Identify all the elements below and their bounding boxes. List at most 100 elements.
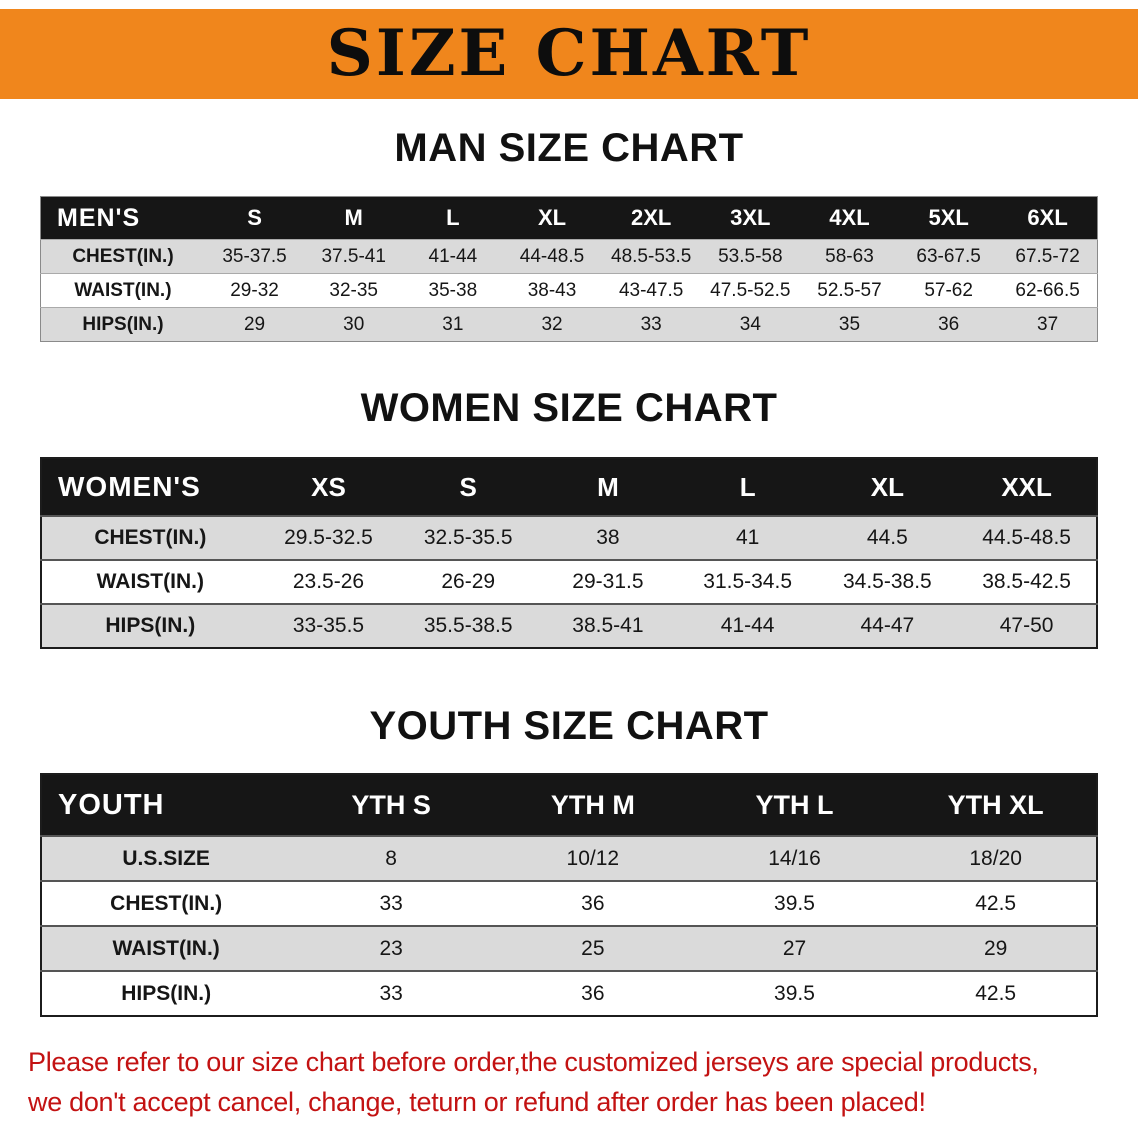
value-cell: 29 xyxy=(983,936,1008,960)
table-title-cell: MEN'S xyxy=(40,196,205,240)
size-column-header: XL xyxy=(817,458,958,516)
size-column-header: XXL xyxy=(957,458,1097,516)
value-cell: 36 xyxy=(581,891,605,915)
value-cell: 18/20 xyxy=(969,846,1022,870)
table-row: WAIST(IN.) 29-32 32-35 35-38 38-43 43-47.5 47.… xyxy=(40,273,1098,308)
size-column-header: YTH S xyxy=(290,774,492,836)
value-cell: 33 xyxy=(379,981,403,1005)
table-row: HIPS(IN.) 33-35.5 35.5-38.5 38.5-41 41-44 44-… xyxy=(41,604,1097,648)
value-cell: 62-66.5 xyxy=(1015,279,1080,301)
value-cell: 31.5-34.5 xyxy=(703,570,793,593)
value-cell: 35-37.5 xyxy=(222,245,287,267)
value-cell: 10/12 xyxy=(566,846,620,870)
men-size-table: MEN'S S M L XL 2XL 3XL 4XL 5XL 6XL CHEST(IN.) 35-37… xyxy=(40,196,1098,342)
table-row: CHEST(IN.) 35-37.5 37.5-41 41-44 44-48.5 48.5… xyxy=(40,239,1098,274)
size-column-header: YTH XL xyxy=(895,774,1097,836)
value-cell: 32 xyxy=(541,313,563,335)
disclaimer: Please refer to our size chart before or… xyxy=(0,1042,1138,1122)
value-cell: 34 xyxy=(739,313,761,335)
value-cell: 37.5-41 xyxy=(321,245,386,267)
table-row: HIPS(IN.) 33 36 39.5 42.5 xyxy=(41,971,1097,1016)
size-column-header: 4XL xyxy=(799,196,900,240)
table-row: HIPS(IN.) 29 30 31 32 33 34 35 36 37 xyxy=(40,307,1098,342)
value-cell: 38 xyxy=(596,526,620,549)
women-size-table: WOMEN'S XS S M L XL XXL CHEST(IN.) 29.5-32.5 32.5… xyxy=(40,457,1098,649)
value-cell: 35-38 xyxy=(428,279,478,301)
value-cell: 47-50 xyxy=(999,614,1054,637)
size-chart-banner: SIZE CHART xyxy=(0,9,1138,99)
value-cell: 32-35 xyxy=(329,279,378,301)
value-cell: 29-32 xyxy=(230,279,279,301)
size-column-header: S xyxy=(398,458,539,516)
value-cell: 29.5-32.5 xyxy=(284,526,373,549)
value-cell: 42.5 xyxy=(975,891,1017,915)
size-column-header: 5XL xyxy=(899,196,999,240)
value-cell: 47.5-52.5 xyxy=(710,279,791,301)
table-header-row: WOMEN'S XS S M L XL XXL xyxy=(41,458,1097,516)
value-cell: 44.5 xyxy=(866,526,908,549)
value-cell: 52.5-57 xyxy=(817,279,882,301)
row-label: HIPS(IN.) xyxy=(121,981,212,1005)
youth-section-heading: YOUTH SIZE CHART xyxy=(369,704,769,748)
row-label: WAIST(IN.) xyxy=(96,570,204,593)
value-cell: 53.5-58 xyxy=(718,245,783,267)
row-label: WAIST(IN.) xyxy=(74,279,172,301)
disclaimer-line-1: Please refer to our size chart before or… xyxy=(28,1047,1039,1077)
value-cell: 43-47.5 xyxy=(618,279,684,301)
size-column-header: 2XL xyxy=(601,196,701,240)
value-cell: 44-48.5 xyxy=(519,245,585,267)
table-title-cell: YOUTH xyxy=(41,774,291,836)
value-cell: 33 xyxy=(640,313,662,335)
row-label: CHEST(IN.) xyxy=(94,526,207,549)
value-cell: 23 xyxy=(379,936,403,960)
table-row: CHEST(IN.) 33 36 39.5 42.5 xyxy=(41,881,1097,926)
value-cell: 29-31.5 xyxy=(572,570,644,593)
table-row: WAIST(IN.) 23.5-26 26-29 29-31.5 31.5-34.5 34… xyxy=(41,560,1097,604)
value-cell: 63-67.5 xyxy=(916,245,981,267)
men-section: MAN SIZE CHART MEN'S S M L XL 2XL 3XL 4XL 5XL 6XL… xyxy=(0,126,1138,342)
size-column-header: YTH L xyxy=(693,774,896,836)
value-cell: 67.5-72 xyxy=(1015,245,1080,267)
banner-title: SIZE CHART xyxy=(326,16,812,91)
value-cell: 39.5 xyxy=(774,891,815,915)
value-cell: 25 xyxy=(581,936,605,960)
size-column-header: S xyxy=(204,196,305,240)
value-cell: 42.5 xyxy=(975,981,1017,1005)
men-section-heading: MAN SIZE CHART xyxy=(394,126,744,170)
value-cell: 14/16 xyxy=(768,846,821,870)
table-row: U.S.SIZE 8 10/12 14/16 18/20 xyxy=(41,836,1097,881)
value-cell: 23.5-26 xyxy=(292,570,365,593)
value-cell: 41-44 xyxy=(720,614,775,637)
size-column-header: XL xyxy=(502,196,602,240)
size-column-header: XS xyxy=(258,458,399,516)
value-cell: 33-35.5 xyxy=(292,614,365,637)
value-cell: 44-47 xyxy=(860,614,915,637)
value-cell: 8 xyxy=(385,846,397,870)
row-label: HIPS(IN.) xyxy=(82,313,164,335)
disclaimer-line-2: we don't accept cancel, change, teturn o… xyxy=(28,1087,926,1117)
women-section-heading: WOMEN SIZE CHART xyxy=(360,386,778,430)
value-cell: 31 xyxy=(442,313,464,335)
size-column-header: L xyxy=(677,458,818,516)
value-cell: 57-62 xyxy=(924,279,973,301)
value-cell: 35.5-38.5 xyxy=(423,614,513,637)
size-column-header: YTH M xyxy=(491,774,694,836)
value-cell: 38-43 xyxy=(527,279,577,301)
value-cell: 26-29 xyxy=(441,570,496,593)
value-cell: 30 xyxy=(343,313,365,335)
value-cell: 41 xyxy=(735,526,760,549)
size-column-header: 3XL xyxy=(700,196,800,240)
value-cell: 48.5-53.5 xyxy=(611,245,692,267)
row-label: CHEST(IN.) xyxy=(72,245,174,267)
value-cell: 44.5-48.5 xyxy=(982,526,1071,549)
value-cell: 35 xyxy=(838,313,861,335)
value-cell: 41-44 xyxy=(428,245,478,267)
size-column-header: M xyxy=(538,458,678,516)
youth-section: YOUTH SIZE CHART YOUTH YTH S YTH M YTH L YTH… xyxy=(0,704,1138,1017)
row-label: HIPS(IN.) xyxy=(105,614,196,637)
table-header-row: MEN'S S M L XL 2XL 3XL 4XL 5XL 6XL xyxy=(40,196,1098,240)
youth-size-table: YOUTH YTH S YTH M YTH L YTH XL U.S.SIZE 8 10/12… xyxy=(40,773,1098,1017)
row-label: U.S.SIZE xyxy=(122,846,210,870)
row-label: WAIST(IN.) xyxy=(112,936,220,960)
value-cell: 58-63 xyxy=(825,245,874,267)
